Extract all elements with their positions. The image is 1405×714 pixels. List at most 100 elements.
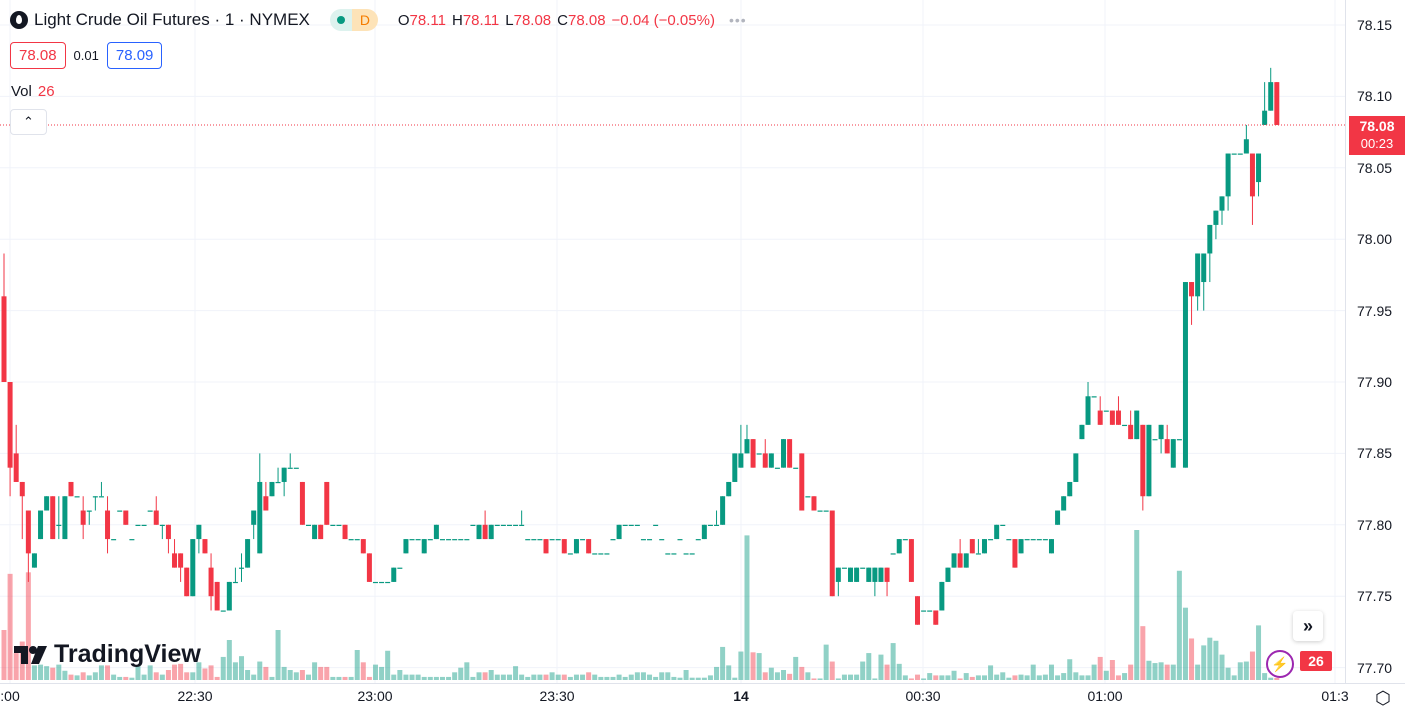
candle-body [805,496,811,498]
candle-body [519,524,525,526]
volume-bar [537,674,543,680]
volume-bar [714,666,720,680]
symbol-legend: Light Crude Oil Futures · 1 · NYMEX D O7… [10,9,747,31]
candle-body [1134,410,1140,440]
candle-body [854,567,860,582]
volume-bar [726,665,732,680]
candle-body [1274,82,1280,125]
volume-bar [7,573,13,680]
volume-bar [159,674,165,680]
candle-body [1158,424,1164,440]
market-status[interactable]: D [329,9,378,31]
volume-bar [866,653,872,680]
candle-body [439,539,445,541]
candle-body [878,567,884,582]
volume-bar [586,672,592,680]
candle-body [1195,253,1201,297]
candle-body [975,553,981,555]
candle-body [933,610,939,625]
volume-bar [464,662,470,680]
candle-body [190,539,196,597]
volume-bar [689,677,695,680]
volume-bar [732,677,738,680]
time-tick-label: 01:3 [1321,688,1349,704]
volume-bar [239,656,245,680]
volume-bar [823,644,829,680]
tradingview-logo[interactable]: TradingView [14,640,201,669]
candle-body [890,553,896,555]
volume-label: Vol [11,83,32,100]
symbol-title[interactable]: Light Crude Oil Futures · 1 · NYMEX [34,10,310,29]
candle-body [80,510,86,525]
volume-bar [1109,660,1115,680]
volume-bar [202,668,208,680]
volume-bar [13,653,19,680]
candle-body [1030,539,1036,541]
candle-body [403,539,409,554]
volume-bar [878,654,884,680]
more-icon[interactable]: ••• [728,12,747,28]
candle-body [781,439,787,468]
volume-bar [872,678,878,680]
sell-button[interactable]: 78.08 [10,42,66,69]
candle-body [1,296,7,382]
candle-body [981,539,987,554]
volume-bar [31,665,37,680]
volume-value: 26 [37,83,55,100]
volume-bar [781,670,787,680]
candle-body [153,510,159,525]
volume-bar [945,675,951,680]
volume-bar [372,664,378,680]
candle-body [707,524,713,526]
volume-bar [123,676,129,680]
candle-body [98,496,104,498]
candle-body [860,567,866,569]
candle-body [1249,153,1255,197]
close-label: C [557,11,568,29]
volume-bar [330,676,336,680]
volume-bar [1085,675,1091,680]
candle-body [92,496,98,498]
volume-bar [1055,675,1061,680]
volume-bar [768,667,774,680]
collapse-legend-button[interactable]: ⌃ [10,109,47,135]
logo-text: TradingView [54,640,201,668]
volume-bar [360,662,366,680]
candle-body [927,610,933,612]
volume-bar [683,670,689,680]
candle-body [281,467,287,482]
buy-button[interactable]: 78.09 [106,42,163,69]
candle-body [178,553,184,568]
volume-bar [208,665,214,680]
candle-body [38,510,44,540]
volume-bar [756,653,762,680]
candle-body [1067,481,1073,497]
volume-bar [939,675,945,680]
volume-bar [141,674,147,680]
price-tick-label: 78.15 [1357,17,1393,33]
candle-body [848,567,854,582]
scroll-to-realtime-button[interactable]: » [1293,611,1323,641]
candle-body [214,581,220,611]
candle-body [762,453,768,468]
candle-body [598,553,604,555]
volume-bar [1042,674,1048,680]
candle-body [543,539,549,554]
volume-bar [129,677,135,680]
lightning-icon[interactable]: ⚡ [1266,650,1294,678]
volume-bar [257,661,263,680]
candle-body [360,539,366,554]
volume-bar [287,670,293,680]
volume-bar [403,674,409,680]
candle-body [482,524,488,540]
candle-body [653,524,659,526]
volume-bar [695,677,701,680]
volume-bar [439,676,445,680]
market-open-dot-icon [329,9,352,31]
volume-bars [1,530,1280,680]
volume-bar [397,670,403,680]
volume-bar [616,674,622,680]
time-tick-label: 01:00 [1087,688,1123,704]
chart-settings-icon[interactable]: ⬡ [1375,687,1391,708]
